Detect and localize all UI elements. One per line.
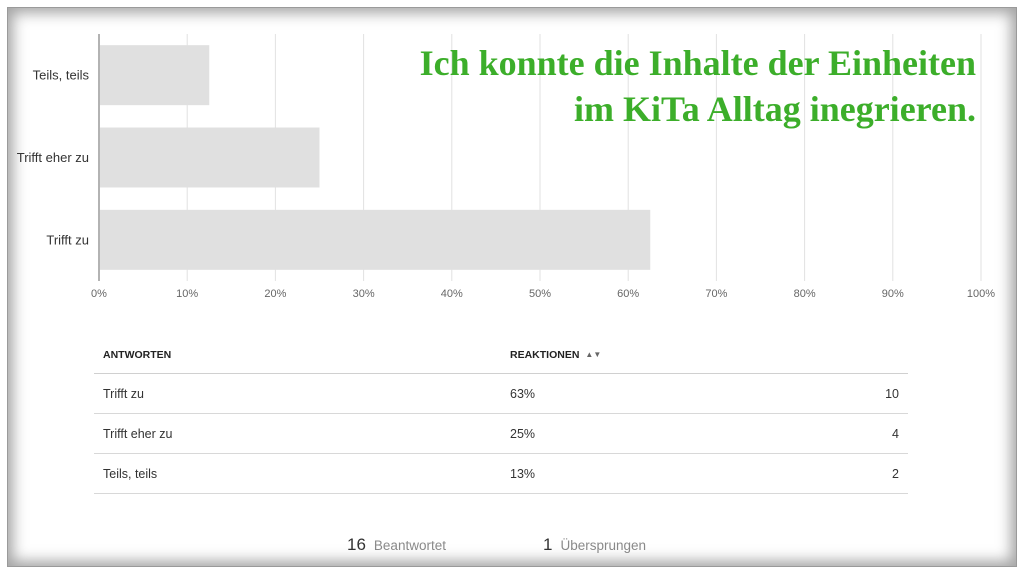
row-percent: 13%	[510, 466, 536, 481]
category-label: Trifft zu	[46, 232, 89, 247]
answered-count: 16	[347, 535, 366, 554]
row-count: 4	[892, 426, 899, 441]
skipped-label: Übersprungen	[560, 538, 647, 553]
x-tick-label: 40%	[441, 288, 463, 300]
answered-label: Beantwortet	[373, 538, 446, 553]
x-tick-label: 20%	[264, 288, 286, 300]
row-answer: Teils, teils	[103, 466, 158, 481]
response-summary: 16 Beantwortet 1 Übersprungen	[0, 535, 1024, 555]
column-header-reactions-label: REAKTIONEN	[510, 348, 580, 361]
row-percent: 25%	[510, 426, 536, 441]
row-count: 10	[885, 386, 899, 401]
chart-title-line-2: im KiTa Alltag inegrieren.	[574, 89, 976, 129]
bar-chart: Teils, teils Trifft eher zu Trifft zu 0% 10…	[17, 34, 995, 300]
x-tick-label: 100%	[967, 288, 995, 300]
chart-gridlines	[186, 34, 982, 281]
row-answer: Trifft zu	[103, 386, 144, 401]
chart-title-line-1: Ich konnte die Inhalte der Einheiten	[420, 43, 976, 83]
bar	[100, 127, 320, 188]
table-row: Teils, teils 13% 2	[94, 454, 908, 494]
row-count: 2	[892, 466, 899, 481]
x-tick-label: 0%	[91, 288, 107, 300]
x-tick-label: 70%	[705, 288, 727, 300]
skipped-stat: 1 Übersprungen	[543, 535, 646, 555]
answered-stat: 16 Beantwortet	[347, 535, 446, 555]
column-header-answers: ANTWORTEN	[103, 348, 172, 361]
chart-x-tick-labels: 0% 10% 20% 30% 40% 50% 60% 70% 80% 90% 100%	[91, 288, 995, 300]
bar	[100, 209, 651, 270]
x-tick-label: 80%	[794, 288, 816, 300]
sort-icon[interactable]: ▲▼	[585, 349, 602, 359]
chart-bars	[100, 45, 651, 270]
bar	[100, 45, 210, 106]
row-answer: Trifft eher zu	[103, 426, 173, 441]
skipped-count: 1	[543, 535, 553, 554]
table-row: Trifft eher zu 25% 4	[94, 414, 908, 454]
column-header-reactions[interactable]: REAKTIONEN ▲▼	[510, 349, 601, 361]
table-header-row: ANTWORTEN REAKTIONEN ▲▼	[94, 336, 908, 374]
results-table: ANTWORTEN REAKTIONEN ▲▼ Trifft zu 63% 10 …	[94, 336, 908, 494]
category-label: Trifft eher zu	[17, 150, 89, 165]
table-row: Trifft zu 63% 10	[94, 374, 908, 414]
category-label: Teils, teils	[33, 68, 90, 83]
x-tick-label: 90%	[882, 288, 904, 300]
row-percent: 63%	[510, 386, 536, 401]
x-tick-label: 10%	[176, 288, 198, 300]
x-tick-label: 60%	[617, 288, 639, 300]
chart-title: Ich konnte die Inhalte der Einheiten im …	[420, 43, 976, 129]
chart-category-labels: Teils, teils Trifft eher zu Trifft zu	[17, 68, 90, 248]
x-tick-label: 50%	[529, 288, 551, 300]
x-tick-label: 30%	[353, 288, 375, 300]
